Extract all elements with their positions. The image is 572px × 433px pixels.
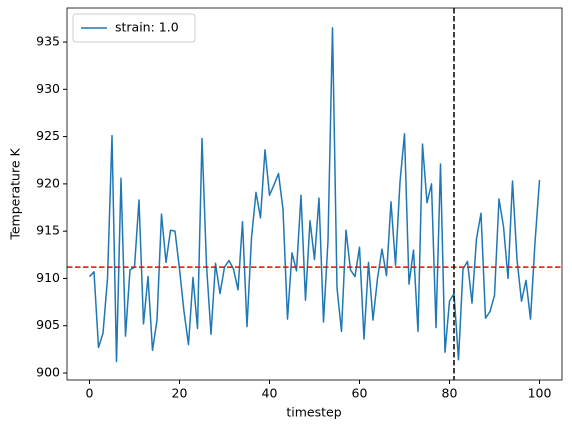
plot-frame [66, 7, 563, 381]
y-tick-label: 910 [36, 270, 60, 285]
y-tick-label: 905 [36, 317, 60, 332]
data-line [88, 27, 541, 363]
y-tick-label: 935 [36, 34, 60, 49]
legend-box [72, 13, 196, 43]
y-tick-label: 920 [36, 175, 60, 190]
x-tick-label: 100 [528, 386, 552, 401]
y-tick-label: 925 [36, 128, 60, 143]
x-tick-label: 0 [86, 386, 94, 401]
y-tick-label: 900 [36, 365, 60, 380]
y-axis-label: Temperature K [8, 148, 23, 241]
x-tick-label: 40 [262, 386, 278, 401]
x-tick-label: 80 [442, 386, 458, 401]
y-tick-label: 930 [36, 81, 60, 96]
x-axis-label: timestep [286, 405, 341, 420]
x-tick-label: 20 [172, 386, 188, 401]
y-tick-label: 915 [36, 223, 60, 238]
x-tick-label: 60 [352, 386, 368, 401]
legend-label: strain: 1.0 [115, 20, 179, 35]
